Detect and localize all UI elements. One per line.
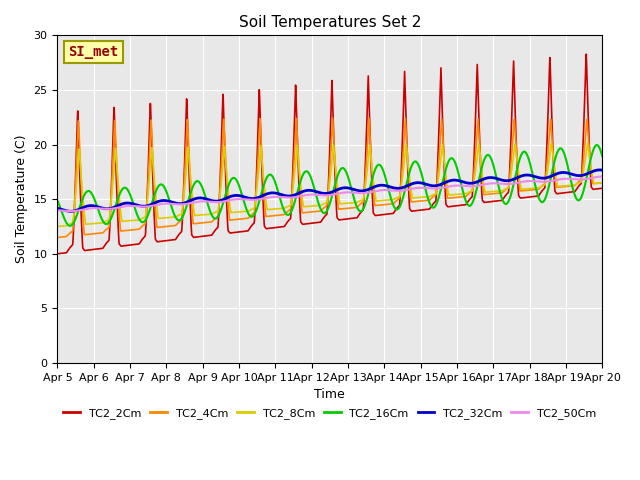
Y-axis label: Soil Temperature (C): Soil Temperature (C) (15, 135, 28, 264)
X-axis label: Time: Time (314, 388, 345, 401)
Text: SI_met: SI_met (68, 45, 118, 59)
Title: Soil Temperatures Set 2: Soil Temperatures Set 2 (239, 15, 421, 30)
Legend: TC2_2Cm, TC2_4Cm, TC2_8Cm, TC2_16Cm, TC2_32Cm, TC2_50Cm: TC2_2Cm, TC2_4Cm, TC2_8Cm, TC2_16Cm, TC2… (59, 403, 600, 423)
